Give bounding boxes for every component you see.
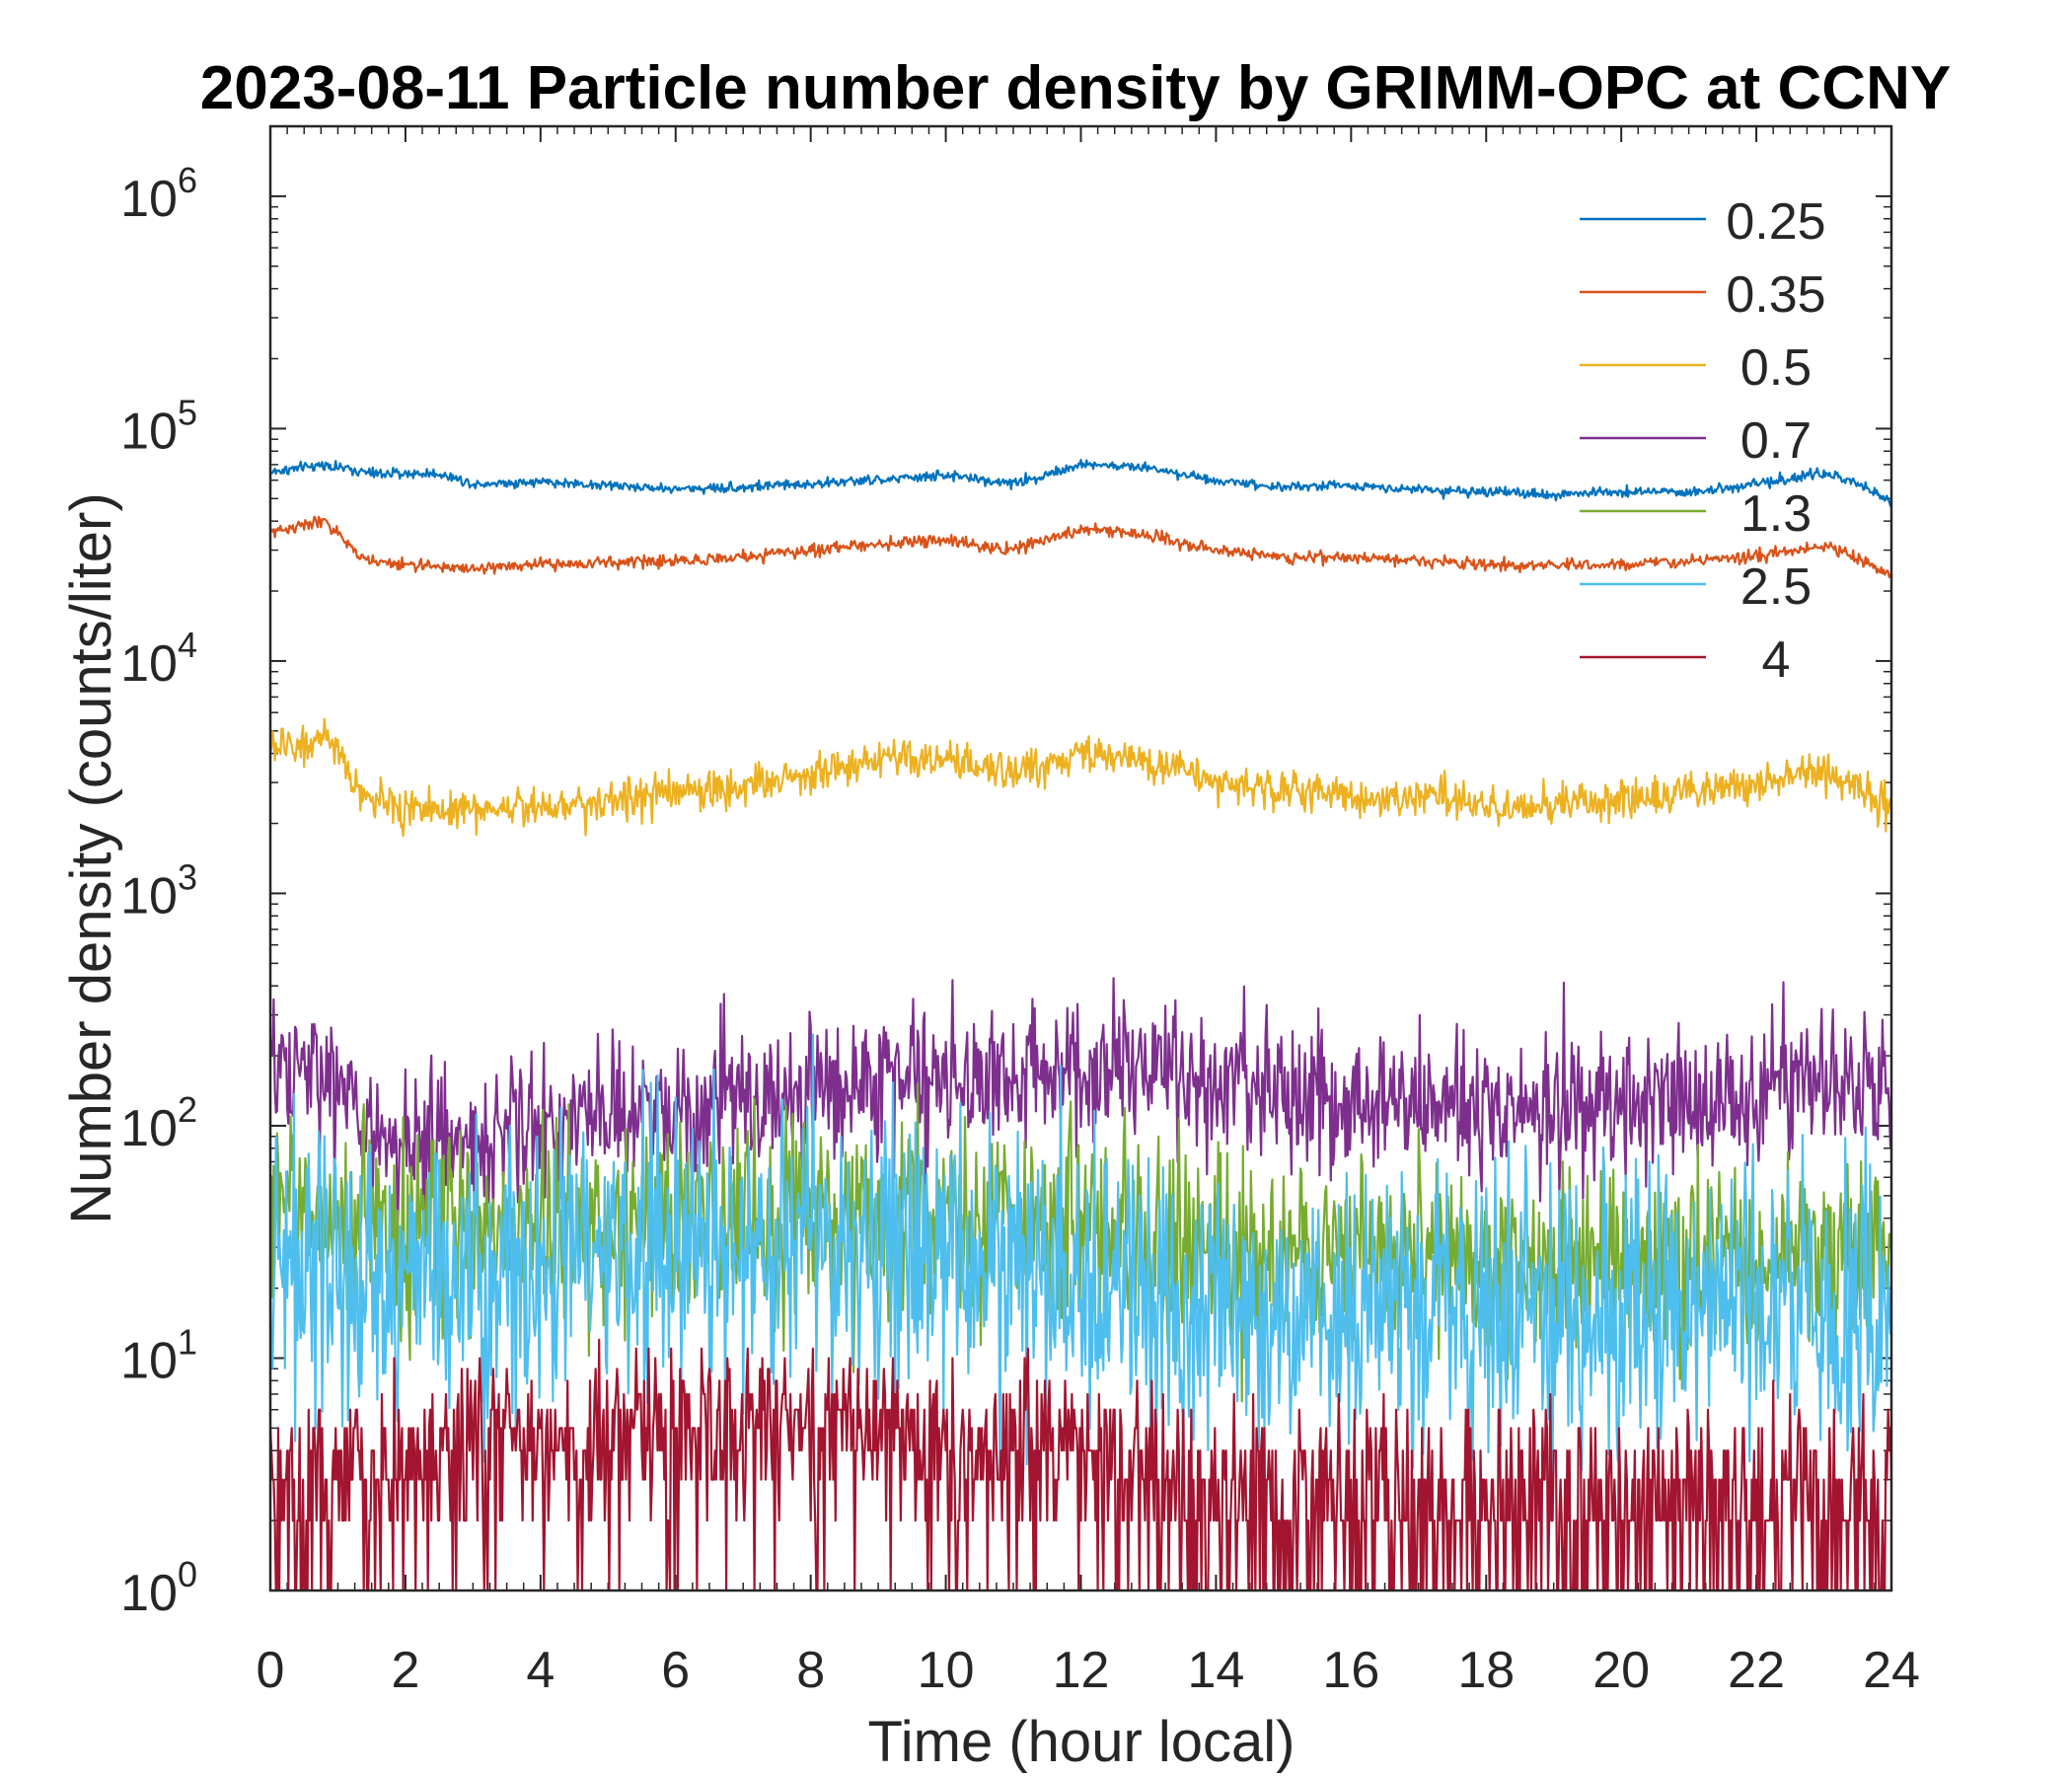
legend-label: 0.5 [1740, 339, 1812, 397]
x-tick-label: 2 [391, 1642, 419, 1699]
y-tick-label: 102 [120, 1089, 197, 1157]
x-tick-label: 4 [526, 1642, 555, 1699]
series-line-2-5 [268, 1033, 1893, 1479]
x-tick-label: 22 [1728, 1642, 1785, 1699]
x-tick-label: 12 [1053, 1642, 1110, 1699]
x-tick-label: 0 [257, 1642, 285, 1699]
x-tick-label: 14 [1187, 1642, 1244, 1699]
legend-label: 2.5 [1740, 558, 1812, 616]
x-tick-label: 6 [661, 1642, 690, 1699]
legend-label: 0.7 [1740, 412, 1812, 470]
y-tick-label: 106 [120, 160, 197, 228]
plot-area [268, 124, 1893, 1592]
legend-label: 0.25 [1726, 193, 1825, 251]
series-line-0-35 [269, 515, 1893, 579]
series-line-1-3 [268, 1082, 1893, 1403]
x-tick-label: 10 [918, 1642, 975, 1699]
legend: 0.25 0.35 0.5 0.7 1.3 2.5 4 [1580, 193, 1826, 689]
x-tick-label: 20 [1592, 1642, 1650, 1699]
chart-title: 2023-08-11 Particle number density by GR… [200, 54, 1951, 122]
legend-label: 4 [1762, 631, 1791, 689]
y-tick-label: 103 [120, 856, 197, 925]
series-line-0-7 [268, 977, 1893, 1244]
series-line-0-25 [269, 459, 1893, 507]
x-axis-label: Time (hour local) [868, 1710, 1295, 1774]
x-tick-labels: 0 2 4 6 8 10 12 14 16 18 20 22 24 [257, 1642, 1920, 1699]
x-tick-label: 18 [1457, 1642, 1515, 1699]
y-tick-label: 101 [120, 1321, 197, 1389]
x-tick-label: 8 [796, 1642, 825, 1699]
axes-frame [268, 124, 1893, 1592]
y-tick-label: 100 [120, 1554, 197, 1622]
x-tick-label: 24 [1863, 1642, 1920, 1699]
y-tick-label: 104 [120, 625, 197, 693]
series-line-0-5 [268, 717, 1893, 838]
legend-label: 0.35 [1726, 266, 1825, 324]
x-tick-label: 16 [1322, 1642, 1379, 1699]
y-tick-labels: 100 101 102 103 104 105 106 [120, 160, 197, 1622]
y-tick-label: 105 [120, 392, 197, 460]
legend-label: 1.3 [1740, 485, 1812, 543]
y-axis-label: Number density (counts/liter) [59, 492, 123, 1223]
